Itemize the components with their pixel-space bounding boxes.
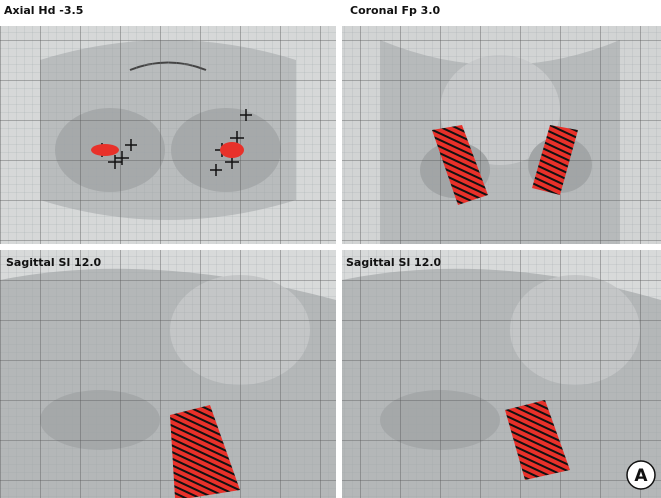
panel-title: Axial Hd -3.5: [4, 4, 83, 17]
panel-sagittal-left: [0, 250, 336, 498]
panel-title: Sagittal Sl 12.0: [6, 256, 102, 269]
panel-axial: [0, 26, 336, 244]
panel-sagittal-right: [342, 250, 661, 498]
panel-label: A: [634, 466, 648, 486]
panel-coronal: [342, 26, 661, 244]
label-badge: [626, 460, 656, 490]
panel-title: Sagittal Sl 12.0: [346, 256, 442, 269]
panel-title: Coronal Fp 3.0: [350, 4, 441, 17]
